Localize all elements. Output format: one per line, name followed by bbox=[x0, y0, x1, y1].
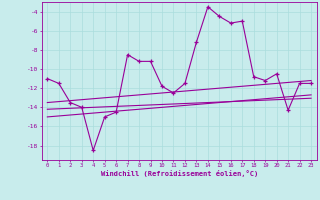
X-axis label: Windchill (Refroidissement éolien,°C): Windchill (Refroidissement éolien,°C) bbox=[100, 170, 258, 177]
